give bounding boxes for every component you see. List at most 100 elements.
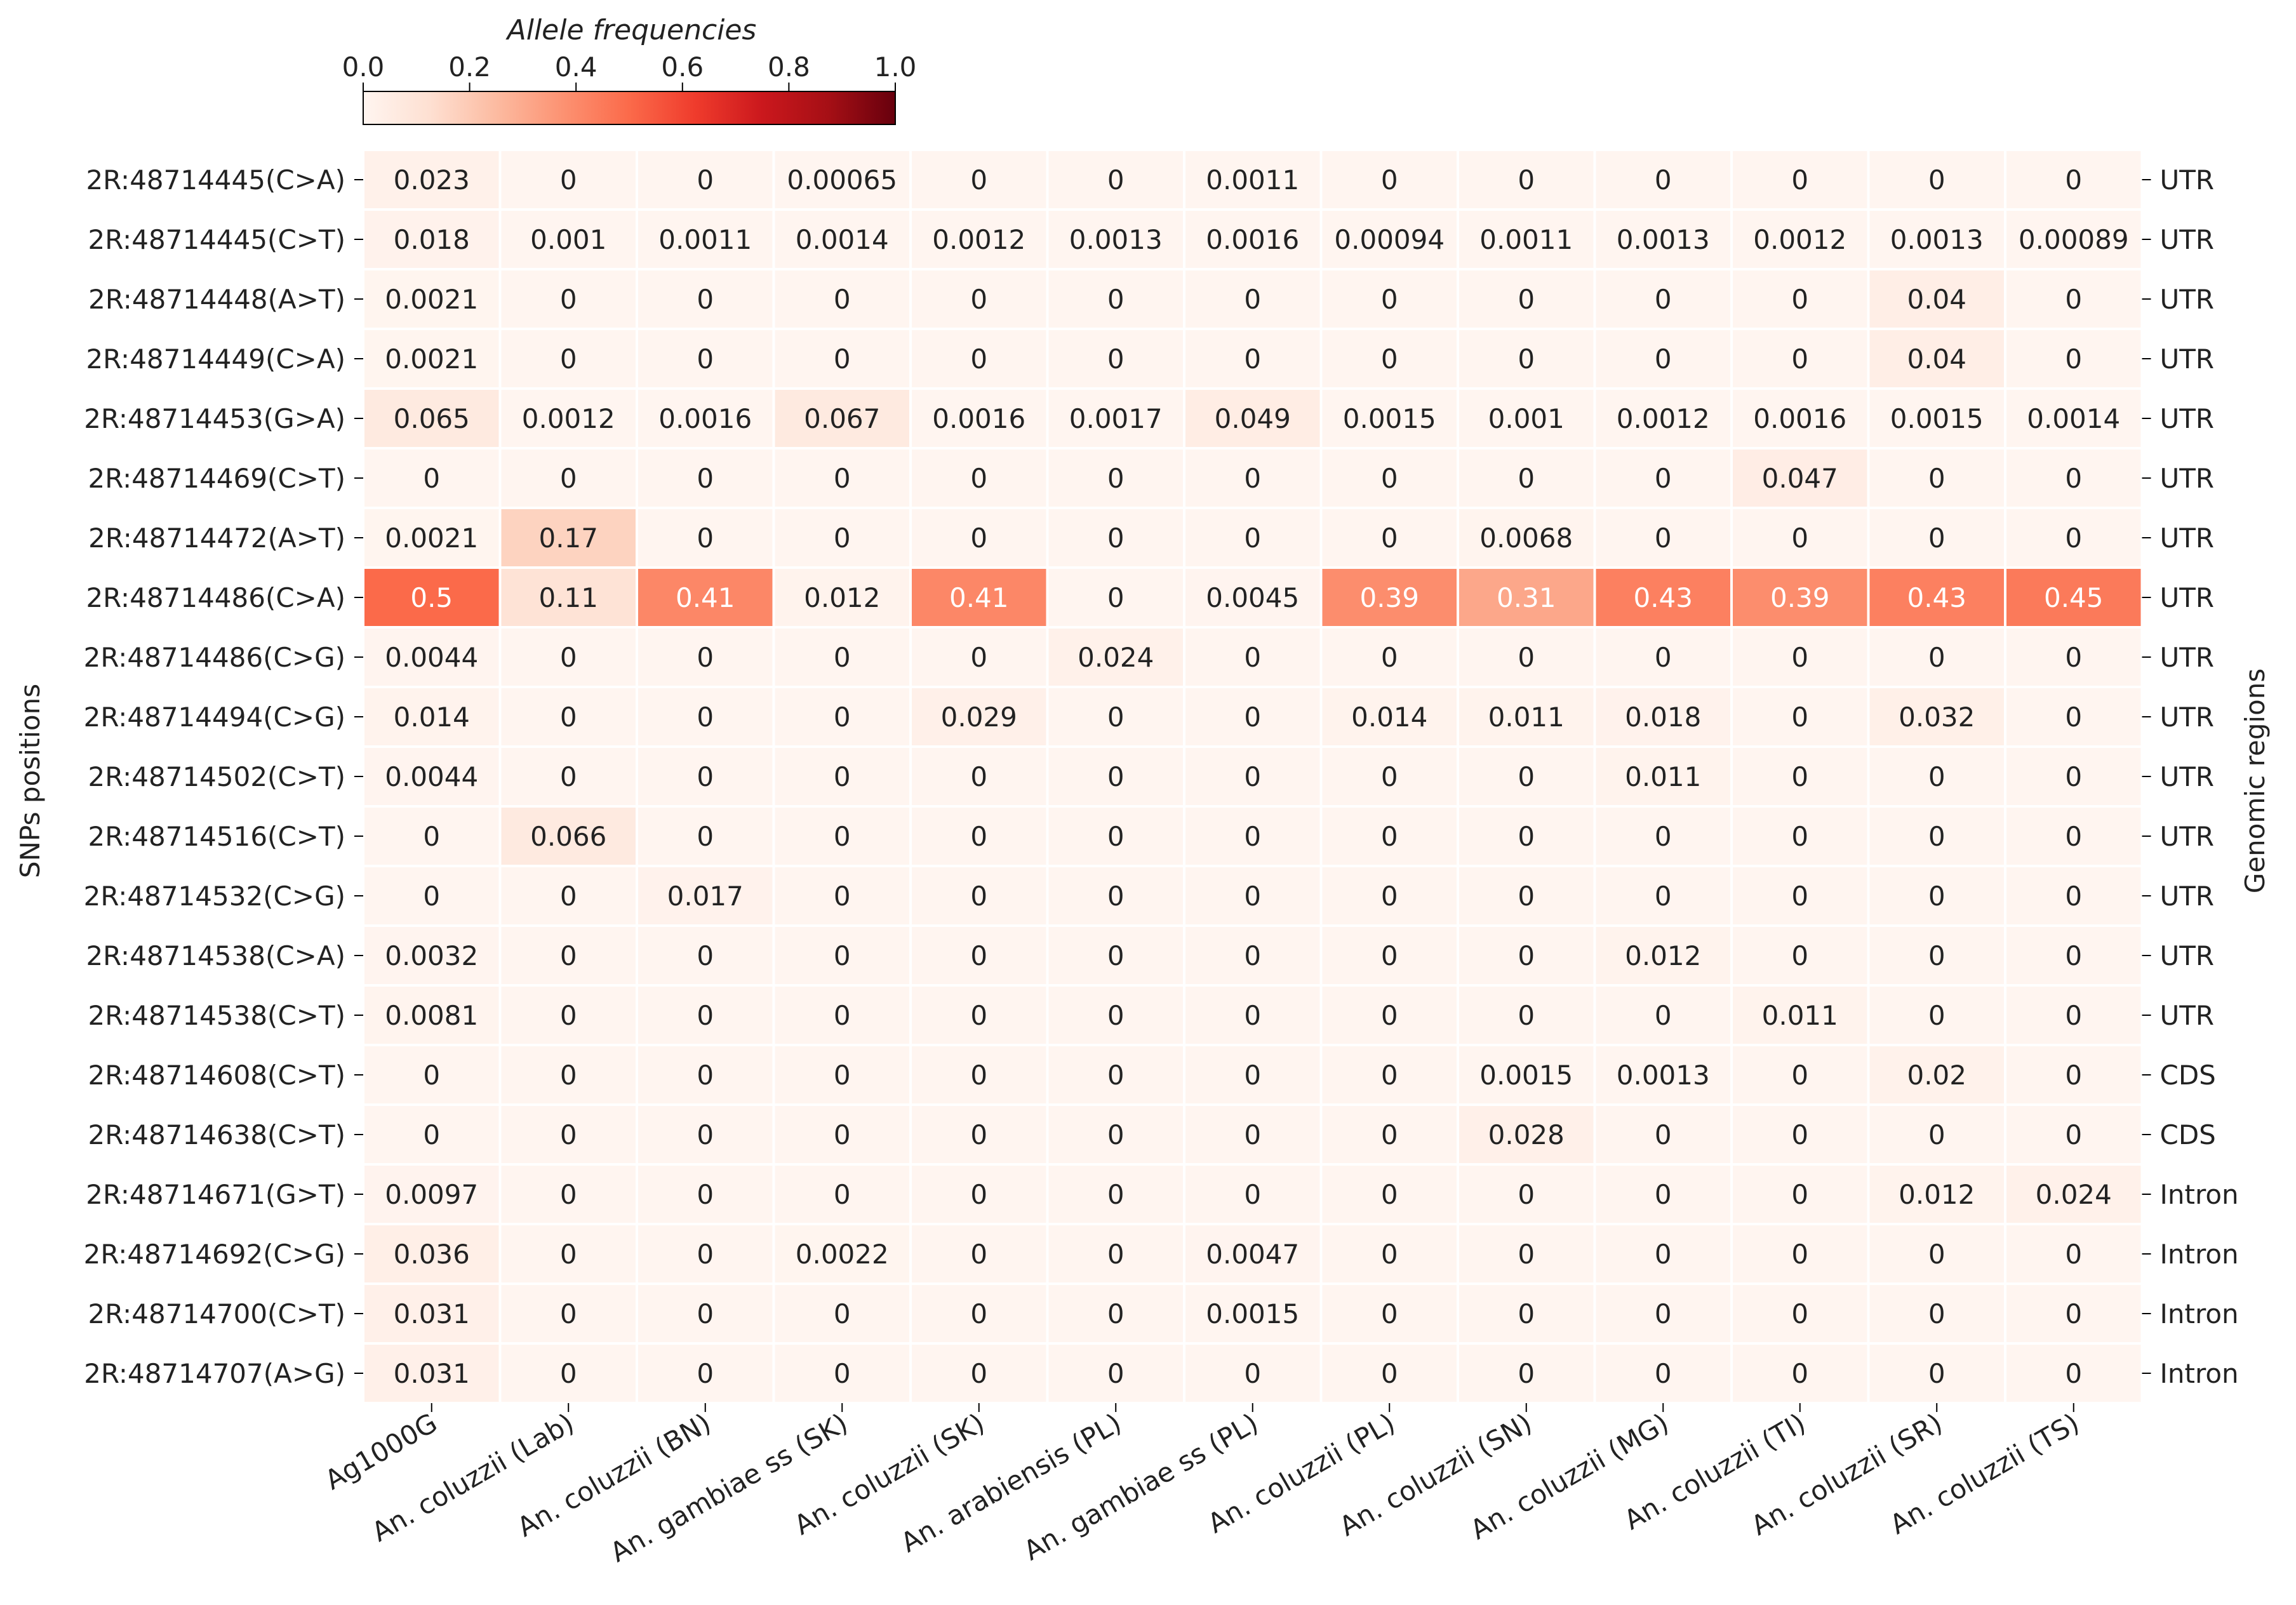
cell-value-label: 0 [1381,940,1398,971]
cell-value-label: 0 [1791,761,1808,792]
row-label: 2R:48714700(C>T) [88,1298,345,1329]
heatmap-cell [1867,1342,2006,1404]
cell-value-label: 0.0016 [1753,403,1846,434]
cell-value-label: 0 [560,1000,577,1031]
row-label: 2R:48714486(C>G) [84,642,345,673]
heatmap-cell [1046,1282,1185,1345]
cell-value-label: 0 [1655,463,1672,494]
cell-value-label: 0 [1791,940,1808,971]
cell-value-label: 0 [560,642,577,673]
cell-value-label: 0 [697,523,714,554]
column-label: An. gambiae ss (SK) [605,1407,853,1568]
cell-value-label: 0 [1655,881,1672,912]
row-label: 2R:48714538(C>A) [86,940,345,971]
cell-value-label: 0.39 [1770,582,1830,613]
cell-value-label: 0 [1244,523,1261,554]
heatmap-cell [1867,268,2006,330]
cell-value-label: 0 [1655,284,1672,315]
heatmap-cells [362,149,2144,1404]
heatmap-cell [772,208,912,270]
cell-value-label: 0 [1655,343,1672,375]
cell-value-label: 0 [1518,881,1535,912]
heatmap-cell [1867,149,2006,211]
row-label: 2R:48714445(C>T) [88,224,345,255]
cell-value-label: 0 [423,881,440,912]
heatmap-cell [2004,686,2144,748]
cell-value-label: 0.0047 [1206,1239,1299,1270]
heatmap-cell [1457,984,1596,1046]
heatmap-cell [1319,626,1459,688]
heatmap-cell [1183,924,1323,987]
heatmap-cell [1730,686,1870,748]
cell-value-label: 0.011 [1488,702,1565,733]
cell-value-label: 0 [834,523,851,554]
cell-value-label: 0.0011 [658,224,752,255]
cell-value-label: 0 [1244,702,1261,733]
cell-value-label: 0 [834,761,851,792]
heatmap-cell [909,865,1049,927]
cell-value-label: 0 [697,343,714,375]
cell-value-label: 0.0045 [1206,582,1299,613]
heatmap-cell [1867,1163,2006,1225]
cell-value-label: 0.0015 [1479,1060,1573,1091]
heatmap-cell [362,447,502,509]
cell-value-label: 0 [697,821,714,852]
region-label: UTR [2160,523,2215,554]
cell-value-label: 0 [1928,523,1946,554]
region-label: UTR [2160,164,2215,196]
cell-value-label: 0 [1244,1060,1261,1091]
heatmap-cell [1457,1163,1596,1225]
heatmap-cell [362,1282,502,1345]
cell-value-label: 0 [2065,1119,2082,1150]
cell-value-label: 0.0032 [385,940,478,971]
row-label: 2R:48714707(A>G) [84,1358,345,1389]
cell-value-label: 0 [1518,761,1535,792]
row-label: 2R:48714486(C>A) [86,582,345,613]
heatmap-cell [1730,387,1870,450]
region-label: UTR [2160,881,2215,912]
region-label: UTR [2160,284,2215,315]
cell-value-label: 0 [970,642,987,673]
cell-value-label: 0 [1107,1060,1125,1091]
heatmap-cell [1319,984,1459,1046]
colorbar-tick-label: 0.6 [661,51,704,83]
cell-value-label: 0.0012 [1617,403,1710,434]
region-label: Intron [2160,1358,2239,1389]
cell-value-label: 0.0014 [796,224,889,255]
cell-value-label: 0 [560,702,577,733]
cell-value-label: 0 [1381,821,1398,852]
heatmap-cell-labels: 0.023 0 0 0.00065 0 0 0.0011 0 0 0 0 0 0 0.018 0.001 0.… [385,164,2128,1389]
cell-value-label: 0 [697,1239,714,1270]
cell-value-label: 0.00089 [2019,224,2129,255]
cell-value-label: 0 [1928,1358,1946,1389]
cell-value-label: 0 [834,940,851,971]
cell-value-label: 0 [423,1060,440,1091]
heatmap-cell [1046,268,1185,330]
cell-value-label: 0 [1791,1298,1808,1329]
cell-value-label: 0.0044 [385,642,478,673]
cell-value-label: 0.0044 [385,761,478,792]
cell-value-label: 0.45 [2044,582,2104,613]
row-label: 2R:48714449(C>A) [86,343,345,375]
cell-value-label: 0 [1518,284,1535,315]
region-label: UTR [2160,702,2215,733]
cell-value-label: 0 [560,1060,577,1091]
heatmap-cell [498,1044,638,1106]
heatmap-cell [636,566,775,629]
cell-value-label: 0 [697,1358,714,1389]
region-label: UTR [2160,642,2215,673]
cell-value-label: 0 [1928,761,1946,792]
heatmap-cell [636,805,775,867]
row-label: 2R:48714502(C>T) [88,761,345,792]
cell-value-label: 0 [1381,1060,1398,1091]
heatmap-cell [498,805,638,867]
cell-value-label: 0 [970,1119,987,1150]
colorbar-tick-label: 0.2 [448,51,491,83]
cell-value-label: 0 [834,1298,851,1329]
heatmap-cell [498,268,638,330]
cell-value-label: 0 [1107,940,1125,971]
heatmap-cell [1593,984,1733,1046]
cell-value-label: 0 [970,523,987,554]
column-label: An. gambiae ss (PL) [1018,1407,1264,1566]
